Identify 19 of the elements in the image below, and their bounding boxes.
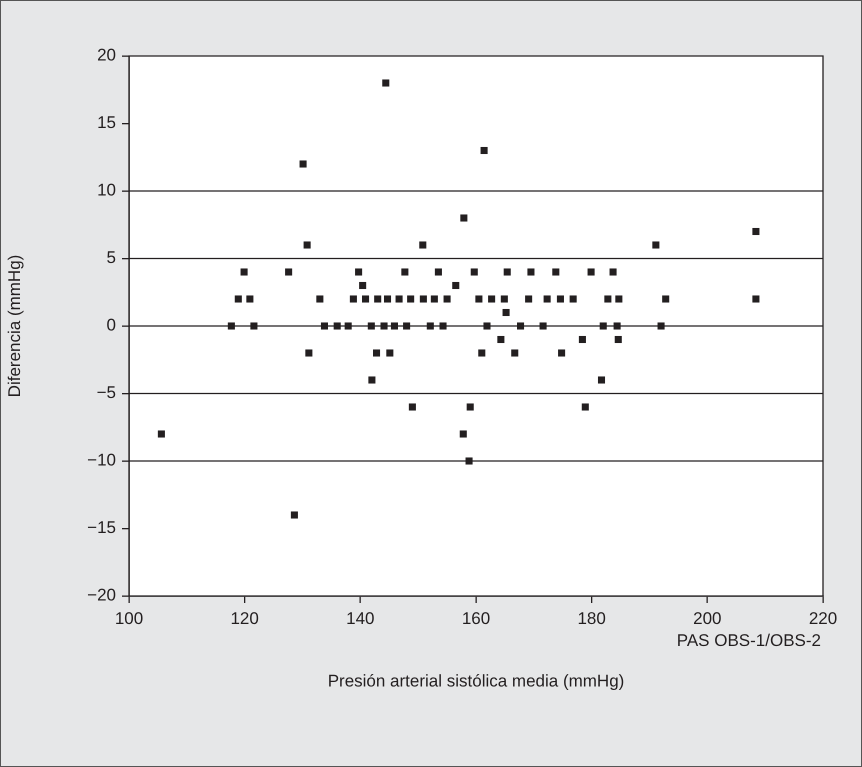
x-tick-label: 100	[114, 608, 144, 628]
x-tick-label: 180	[577, 608, 606, 628]
y-tick-label: −15	[87, 518, 116, 538]
y-tick-label: 15	[97, 113, 116, 132]
text: PAS OBS-1/OBS-2	[676, 631, 821, 651]
y-tick-label: 0	[106, 316, 116, 335]
y-tick-label: 10	[97, 180, 116, 200]
y-tick-label: −20	[87, 586, 116, 605]
y-tick-label: −5	[96, 383, 116, 402]
x-tick-label: 160	[462, 608, 490, 628]
y-tick-label: 5	[106, 248, 116, 268]
x-tick-label: 140	[346, 608, 375, 628]
y-tick-label: 20	[97, 46, 116, 65]
x-tick-label: 200	[693, 608, 722, 628]
x-tick-label: 120	[230, 608, 259, 628]
x-axis-title: Presión arterial sistólica media (mmHg)	[328, 671, 624, 690]
y-axis-title: Diferencia (mmHg)	[4, 254, 24, 398]
y-tick-label: −10	[87, 450, 116, 470]
x-tick-label: 220	[808, 608, 838, 628]
